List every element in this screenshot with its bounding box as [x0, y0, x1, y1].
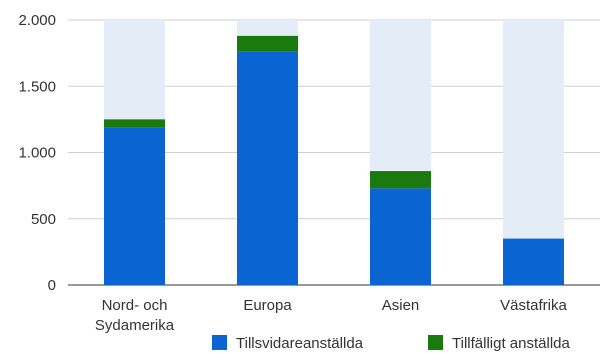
bar-segment: [370, 171, 431, 189]
bar-segment: [237, 35, 298, 52]
legend-swatch: [212, 335, 227, 350]
bar-segment: [104, 127, 165, 285]
x-category-label: Asien: [382, 297, 420, 314]
x-category-label: Nord- och Sydamerika: [95, 297, 175, 334]
bar-segment: [503, 238, 564, 285]
x-category-label: Europa: [243, 297, 292, 314]
y-axis-tick-labels: 0 500 1.000 1.500 2.000: [18, 12, 56, 294]
legend-label: Tillfälligt anställda: [452, 335, 570, 352]
bars: [104, 20, 564, 285]
y-tick-label: 1.000: [18, 145, 56, 162]
y-tick-label: 500: [31, 211, 56, 228]
x-category-label-line: Sydamerika: [95, 317, 175, 334]
y-tick-label: 0: [48, 277, 56, 294]
bar-segment: [237, 51, 298, 285]
legend: Tillsvidareanställda Tillfälligt anställd…: [212, 335, 570, 352]
bar-segment: [104, 119, 165, 128]
x-category-label-line: Västafrika: [500, 297, 567, 314]
y-tick-label: 2.000: [18, 12, 56, 29]
x-category-label-line: Europa: [243, 297, 292, 314]
y-tick-label: 1.500: [18, 78, 56, 95]
x-category-label-line: Asien: [382, 297, 420, 314]
legend-label: Tillsvidareanställda: [236, 335, 364, 352]
x-category-label-line: Nord- och: [102, 297, 168, 314]
x-category-label: Västafrika: [500, 297, 567, 314]
legend-swatch: [428, 335, 443, 350]
x-axis-category-labels: Nord- och Sydamerika Europa Asien Västafrika: [95, 297, 568, 334]
bar-segment: [370, 188, 431, 285]
